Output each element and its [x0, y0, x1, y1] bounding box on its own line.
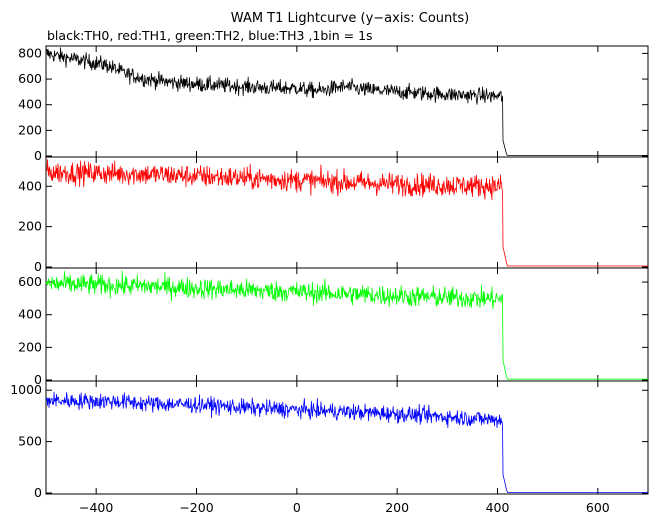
y-tick-label: 0	[34, 485, 42, 500]
series-TH2	[45, 270, 648, 380]
panels-layer: 02004006008000200400020040060005001000−4…	[10, 45, 649, 515]
y-tick-label: 0	[34, 148, 42, 163]
series-TH0	[45, 47, 648, 156]
x-tick-label: 600	[586, 500, 610, 515]
y-tick-label: 0	[34, 259, 42, 274]
panel-TH0: 0 200 400 600 800	[18, 45, 649, 163]
y-tick-label: 600	[18, 274, 42, 289]
panel-frame	[45, 380, 649, 495]
x-tick-label: 400	[486, 500, 510, 515]
y-tick-label: 200	[18, 339, 42, 354]
x-tick-label: −400	[79, 500, 113, 515]
y-tick-label: 400	[18, 178, 42, 193]
y-tick-label: 0	[34, 372, 42, 387]
series-TH1	[45, 159, 648, 267]
x-tick-label: 0	[293, 500, 301, 515]
panel-TH2: 0 200 400 600	[18, 267, 649, 387]
panel-frame	[45, 267, 649, 382]
y-tick-label: 200	[18, 219, 42, 234]
panel-TH1: 0 200 400	[18, 156, 649, 274]
y-tick-label: 1000	[10, 382, 42, 397]
y-tick-label: 200	[18, 122, 42, 137]
series-TH3	[45, 391, 648, 493]
y-tick-label: 400	[18, 97, 42, 112]
y-tick-label: 500	[18, 434, 42, 449]
y-tick-label: 800	[18, 45, 42, 60]
panel-frame	[45, 45, 649, 158]
y-tick-label: 600	[18, 71, 42, 86]
chart-subtitle: black:TH0, red:TH1, green:TH2, blue:TH3 …	[47, 28, 373, 43]
chart-title: WAM T1 Lightcurve (y−axis: Counts)	[231, 11, 469, 26]
panel-TH3: 0 500 1000	[10, 380, 649, 500]
x-tick-label: −200	[179, 500, 213, 515]
x-tick-label: 200	[385, 500, 409, 515]
y-tick-label: 400	[18, 307, 42, 322]
